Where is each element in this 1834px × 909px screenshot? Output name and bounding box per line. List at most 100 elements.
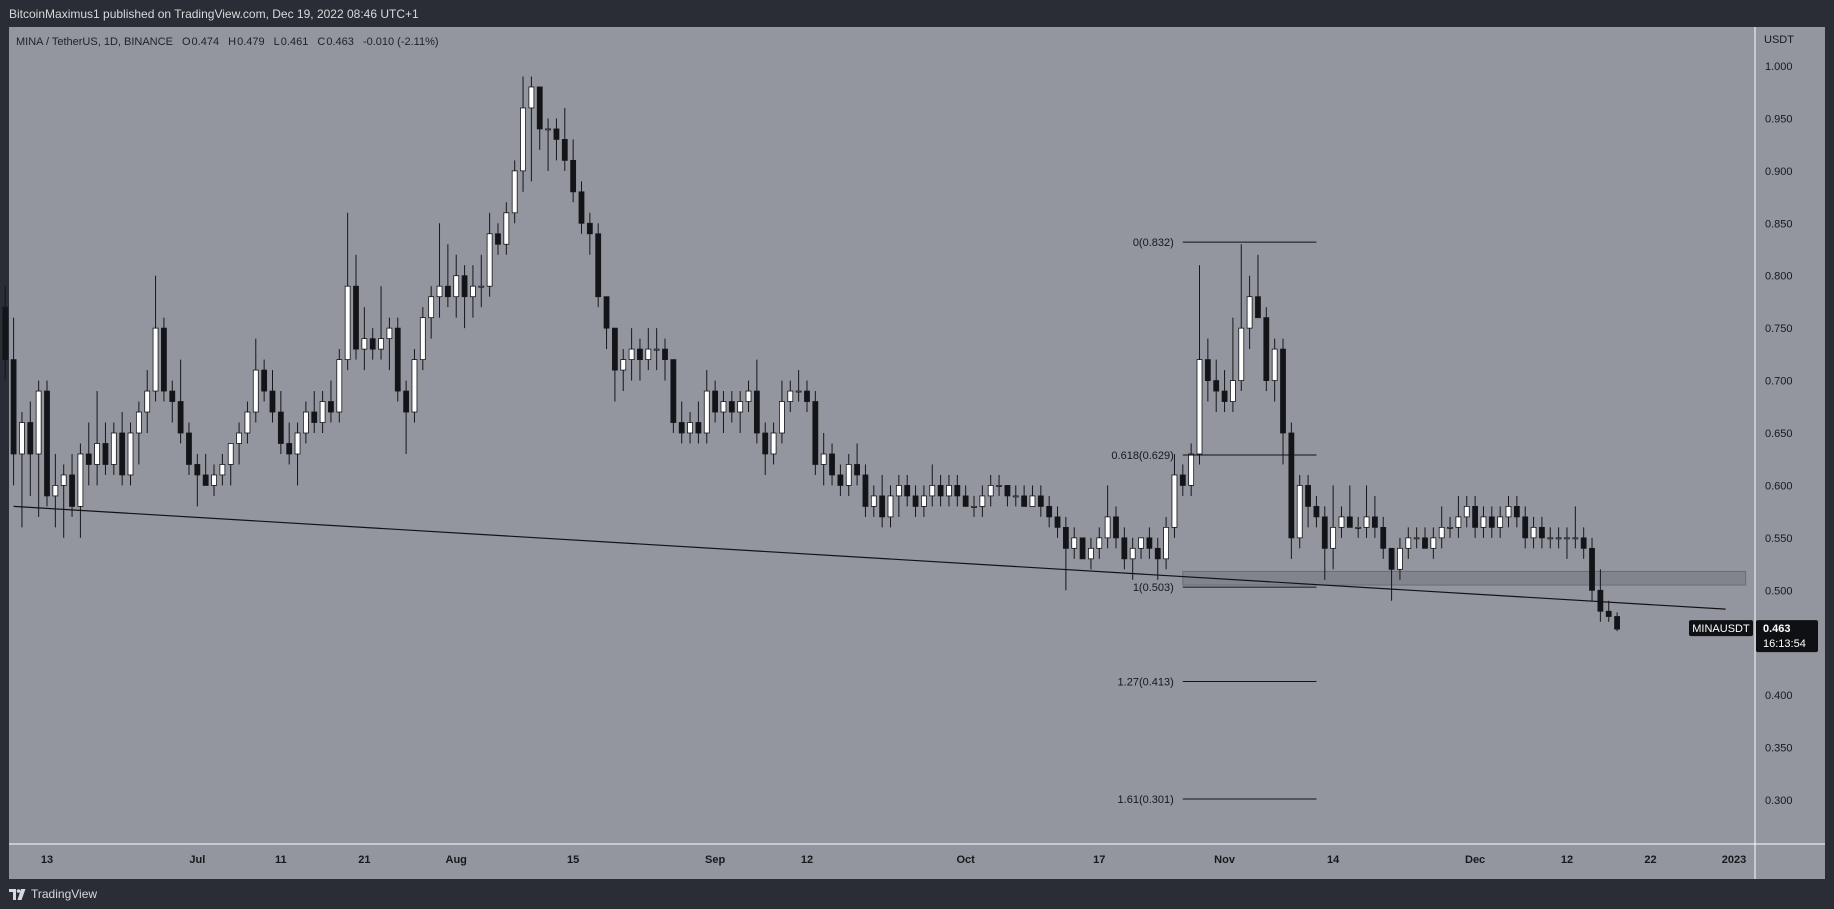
candle-body-up (971, 505, 977, 508)
candle-body-down (612, 327, 618, 371)
candle-body-down (1154, 547, 1161, 560)
candle-body-down (762, 432, 769, 455)
candle-body-up (1555, 537, 1562, 540)
x-tick-label: 2023 (1722, 854, 1746, 866)
candle (929, 464, 936, 507)
candle-body-down (553, 128, 560, 140)
candle (486, 212, 493, 297)
candle (628, 328, 635, 381)
candle (1572, 506, 1579, 549)
candle (637, 338, 643, 381)
candle-body-down (536, 86, 543, 130)
candle (1146, 527, 1153, 559)
x-tick-label: Sep (705, 854, 725, 866)
candle (1438, 506, 1445, 549)
candle-body-up (528, 86, 535, 109)
candle-body-up (135, 411, 142, 434)
candle-body-down (1054, 516, 1061, 528)
price-tag: MINAUSDT 0.463 16:13:54 (1689, 620, 1818, 653)
tradingview-brand[interactable]: TradingView (9, 887, 97, 901)
candle-body-up (770, 432, 777, 455)
candle-body-up (1012, 495, 1019, 498)
candle-body-down (1313, 505, 1320, 518)
candle-body-up (294, 432, 301, 455)
fib-level-label: 1(0.503) (1133, 582, 1174, 594)
candle (1463, 495, 1470, 528)
candle (687, 412, 693, 444)
candle (1539, 516, 1545, 549)
candle (904, 474, 911, 507)
candle (1121, 527, 1128, 570)
candle-body-up (628, 348, 635, 361)
candle (545, 118, 551, 171)
candle-body-down (1046, 505, 1053, 518)
high-value: 0.479 (237, 36, 265, 48)
y-tick-label: 0.700 (1765, 376, 1793, 388)
candle (244, 401, 251, 444)
y-tick-label: 0.600 (1765, 480, 1793, 492)
candle-body-up (144, 390, 151, 413)
candle (703, 370, 710, 444)
candle-body-down (1146, 537, 1153, 549)
candle (94, 391, 101, 486)
candle-body-down (444, 285, 451, 298)
candle-body-down (269, 390, 276, 413)
candle-body-up (845, 464, 852, 486)
candle (720, 391, 727, 433)
candle (419, 307, 426, 371)
candle-body-down (954, 485, 961, 497)
candle (1054, 506, 1061, 538)
descending-support-line (13, 505, 1726, 610)
candle (2, 286, 9, 381)
candle (403, 380, 410, 454)
candle-body-up (1104, 516, 1111, 539)
candle-body-down (678, 422, 685, 434)
candle-body-down (1280, 348, 1286, 434)
low-value: 0.461 (281, 36, 309, 48)
candle (1255, 254, 1261, 319)
candle-body-up (428, 296, 435, 319)
candle (912, 485, 919, 517)
support-zone-rect (1182, 570, 1747, 586)
candle (202, 453, 209, 486)
candle-body-up (152, 327, 159, 392)
candle (1271, 338, 1278, 402)
candle (1388, 547, 1395, 601)
candle (1363, 485, 1370, 538)
x-tick-label: 17 (1093, 854, 1105, 866)
candle-body-down (862, 474, 869, 507)
candle-body-down (670, 359, 677, 423)
candle-body-up (453, 275, 460, 298)
candle (1154, 537, 1161, 580)
candle (286, 422, 293, 465)
candle-body-down (461, 275, 468, 298)
candle-body-up (1230, 380, 1236, 402)
candlestick-chart[interactable]: 0(0.832) 0.618(0.629) 1(0.503) 1.27(0.413) 1… (0, 0, 1834, 880)
candle-body-up (1163, 526, 1169, 560)
candle (753, 359, 760, 444)
candle-body-up (1397, 547, 1403, 570)
candle-body-down (1079, 537, 1086, 560)
open-value: 0.474 (192, 36, 220, 48)
candle (1371, 495, 1378, 538)
candle-body-up (486, 233, 493, 287)
candle-body-down (161, 327, 167, 392)
candle (386, 317, 393, 371)
y-tick-label: 0.750 (1765, 323, 1793, 335)
candle-body-up (19, 422, 25, 455)
candle-body-up (60, 474, 67, 486)
candle-body-down (1204, 359, 1211, 381)
candle (102, 422, 109, 475)
candle-body-down (1062, 526, 1069, 549)
candle-body-down (578, 191, 585, 224)
candle-body-up (1088, 547, 1094, 560)
candle (277, 391, 284, 454)
publish-line: BitcoinMaximus1 published on TradingView… (9, 7, 419, 21)
candle (1288, 422, 1295, 559)
candle (1238, 244, 1245, 392)
candle-body-up (411, 359, 418, 413)
candle-body-up (1271, 348, 1278, 381)
candle (678, 401, 685, 444)
candle (1530, 516, 1537, 549)
candle-body-up (1246, 296, 1253, 329)
